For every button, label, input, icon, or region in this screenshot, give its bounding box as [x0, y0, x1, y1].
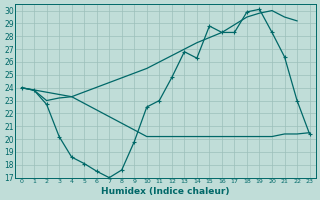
X-axis label: Humidex (Indice chaleur): Humidex (Indice chaleur)	[101, 187, 230, 196]
